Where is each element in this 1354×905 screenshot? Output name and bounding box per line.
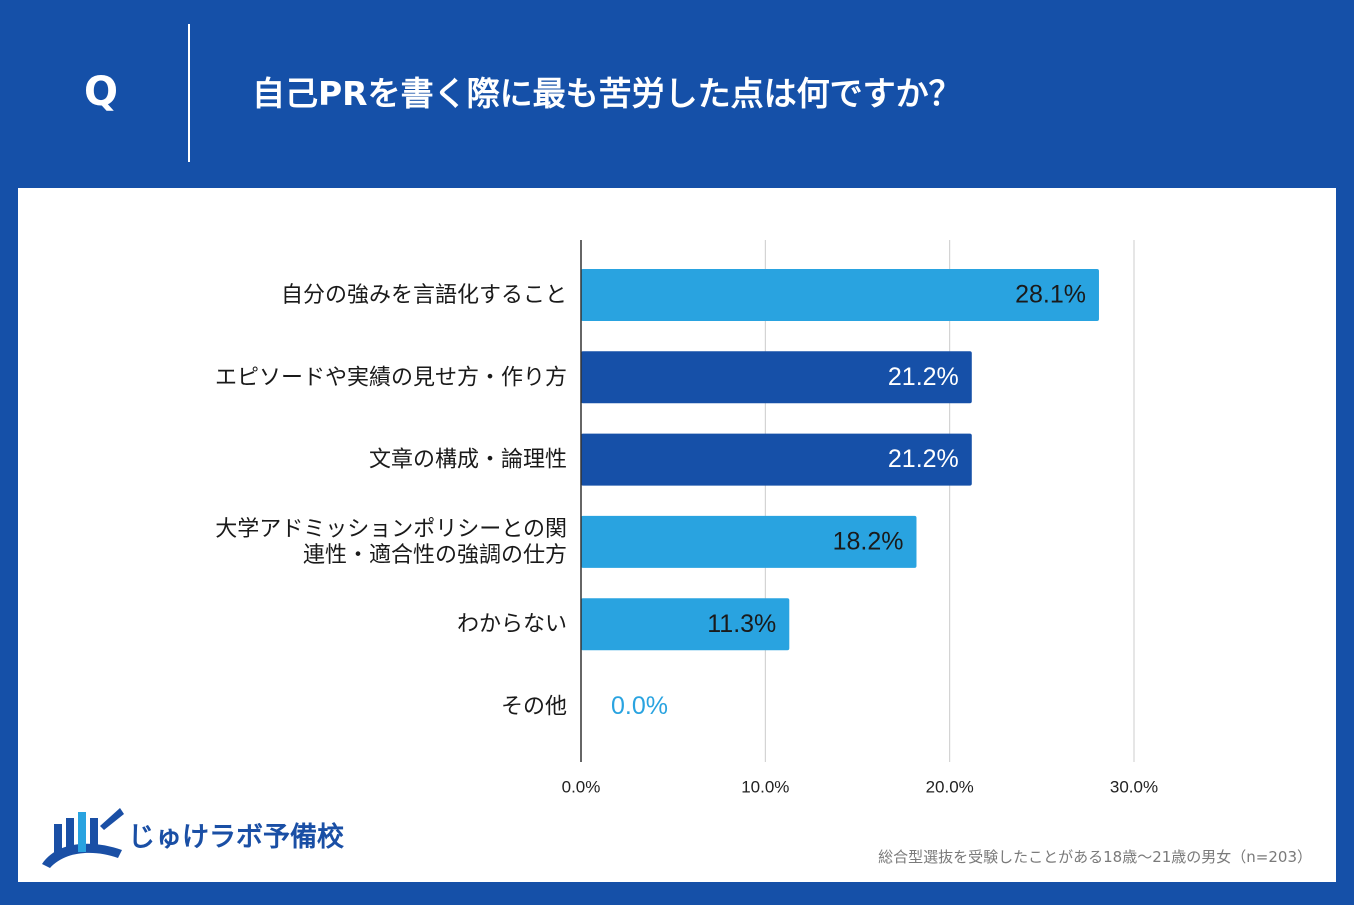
category-label: 自分の強みを言語化すること — [281, 283, 567, 308]
category-label: エピソードや実績の見せ方・作り方 — [215, 365, 567, 390]
bar — [581, 351, 972, 404]
tick-label: 10.0% — [741, 777, 789, 796]
bar — [581, 433, 972, 486]
bar-chart: 28.1% 自分の強みを言語化すること 21.2% エピソードや実績の見せ方・作り方 2… — [215, 240, 1158, 796]
tick-label: 0.0% — [562, 777, 601, 796]
data-label: 28.1% — [1015, 281, 1086, 309]
data-label: 21.2% — [888, 445, 959, 473]
tick-label: 20.0% — [926, 777, 974, 796]
category-label: 文章の構成・論理性 — [369, 448, 567, 473]
data-label: 21.2% — [888, 363, 959, 391]
data-label: 0.0% — [611, 692, 668, 720]
book-logo-icon — [42, 808, 124, 868]
q-mark: Q — [84, 69, 119, 115]
bar — [581, 269, 1099, 321]
chart-panel: 28.1% 自分の強みを言語化すること 21.2% エピソードや実績の見せ方・作り方 2… — [18, 188, 1336, 882]
bar — [581, 598, 790, 651]
footnote: 総合型選抜を受験したことがある18歳〜21歳の男女（n=203） — [878, 848, 1312, 866]
logo: じゅけラボ予備校 — [38, 806, 358, 868]
data-label: 18.2% — [833, 528, 904, 556]
category-label: その他 — [501, 695, 567, 720]
question-title: 自己PRを書く際に最も苦労した点は何ですか？ — [252, 74, 962, 113]
bar — [581, 515, 917, 568]
category-label: わからない — [457, 612, 567, 637]
data-label: 11.3% — [707, 610, 776, 638]
header-divider — [188, 24, 190, 162]
category-label: 大学アドミッションポリシーとの関 — [215, 517, 567, 542]
tick-label: 30.0% — [1110, 777, 1158, 796]
logo-text: じゅけラボ予備校 — [128, 822, 344, 853]
category-label: 連性・適合性の強調の仕方 — [303, 543, 567, 568]
